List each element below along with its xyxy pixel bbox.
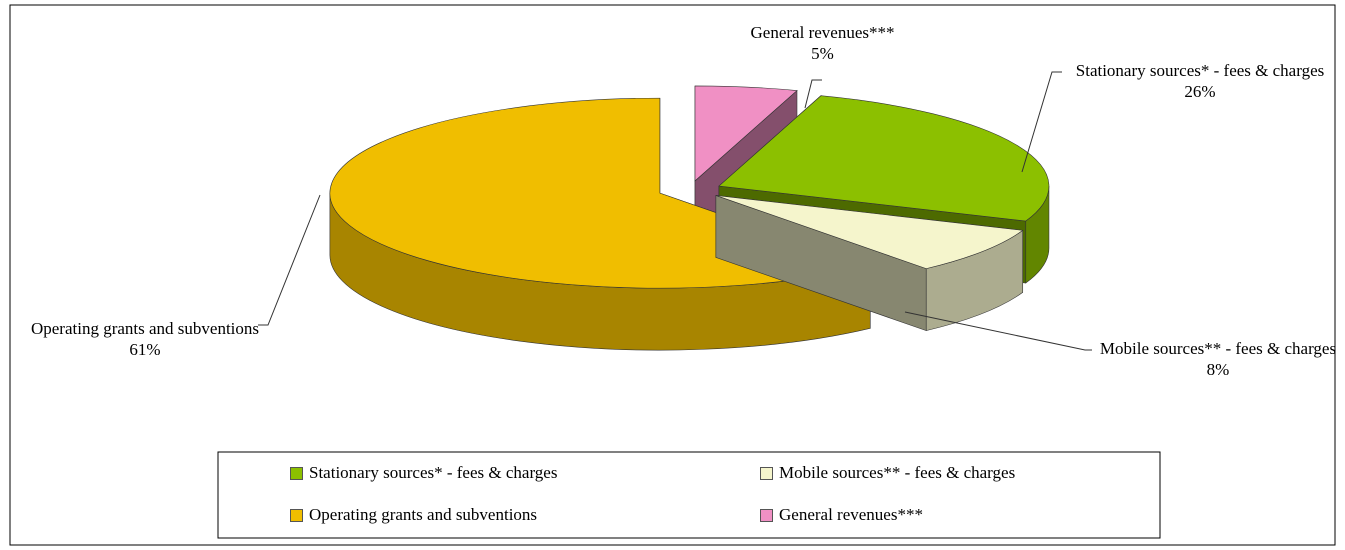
slice [715, 194, 1024, 332]
legend-swatch [760, 508, 773, 522]
slice-value: 26% [1184, 82, 1216, 101]
leader-line [258, 194, 321, 326]
slice-label: Stationary sources* - fees & charges 26% [1050, 60, 1345, 102]
slice-top [715, 195, 1024, 269]
legend-label: Mobile sources** - fees & charges [779, 463, 1016, 482]
slice-name: Operating grants and subventions [30, 319, 260, 338]
legend-label: Operating grants and subventions [309, 505, 538, 524]
leader-lines [258, 71, 1092, 351]
slice-value: 61% [129, 340, 161, 359]
legend-item: Operating grants and subventions [290, 505, 537, 525]
slice-value: 8% [1206, 360, 1230, 379]
slice-name: Mobile sources** - fees & charges [1099, 339, 1337, 358]
legend-item: General revenues*** [760, 505, 923, 525]
legend-label: Stationary sources* - fees & charges [309, 463, 558, 482]
pie [329, 85, 1050, 351]
slice-name: Stationary sources* - fees & charges [1075, 61, 1325, 80]
legend-item: Mobile sources** - fees & charges [760, 463, 1015, 483]
legend-swatch [760, 466, 773, 480]
leader-line [1021, 71, 1062, 173]
slice-value: 5% [811, 44, 834, 63]
slice-top [718, 95, 1050, 222]
legend-swatch [290, 466, 303, 480]
slice-label: Operating grants and subventions 61% [30, 318, 260, 360]
slice-name: General revenues*** [750, 23, 895, 42]
slice-top [694, 85, 798, 182]
slice-label: General revenues*** 5% [700, 22, 945, 64]
legend-box [217, 451, 1161, 539]
leader-line [904, 311, 1092, 351]
legend-label: General revenues*** [779, 505, 923, 524]
slice-label: Mobile sources** - fees & charges 8% [1078, 338, 1345, 380]
leader-line [804, 79, 822, 109]
legend-swatch [290, 508, 303, 522]
chart-border [9, 4, 1336, 546]
legend-item: Stationary sources* - fees & charges [290, 463, 557, 483]
